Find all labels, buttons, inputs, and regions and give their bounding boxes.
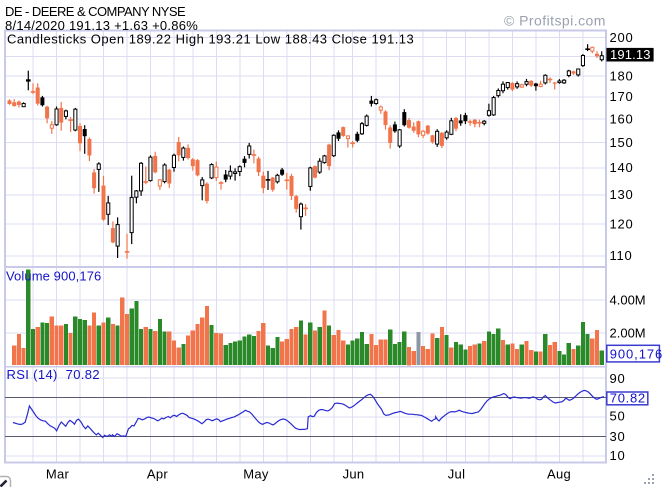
svg-text:Volume 900,176: Volume 900,176 <box>6 269 101 284</box>
svg-text:Mar: Mar <box>46 467 70 482</box>
svg-text:900,176: 900,176 <box>610 346 663 361</box>
svg-text:70.82: 70.82 <box>610 391 646 406</box>
svg-text:10: 10 <box>610 448 626 463</box>
svg-text:120: 120 <box>610 216 634 231</box>
svg-text:130: 130 <box>610 187 634 202</box>
svg-text:Candlesticks Open 189.22 High: Candlesticks Open 189.22 High 193.21 Low… <box>7 32 414 47</box>
svg-text:50: 50 <box>610 409 626 424</box>
svg-text:180: 180 <box>610 68 634 83</box>
svg-text:90: 90 <box>610 371 626 386</box>
svg-text:Apr: Apr <box>147 467 169 482</box>
svg-text:4.00M: 4.00M <box>610 292 646 307</box>
svg-text:30: 30 <box>610 429 626 444</box>
svg-text:2.00M: 2.00M <box>610 325 646 340</box>
svg-text:200: 200 <box>610 30 634 45</box>
svg-text:Jul: Jul <box>448 467 466 482</box>
svg-text:8/14/2020 191.13 +1.63 +0.86%: 8/14/2020 191.13 +1.63 +0.86% <box>5 18 198 33</box>
svg-text:140: 140 <box>610 160 634 175</box>
svg-text:170: 170 <box>610 89 634 104</box>
svg-text:Aug: Aug <box>547 467 571 482</box>
svg-text:150: 150 <box>610 135 634 150</box>
svg-text:Jun: Jun <box>343 467 365 482</box>
svg-text:191.13: 191.13 <box>610 47 651 62</box>
svg-text:© Profitspi.com: © Profitspi.com <box>504 13 606 29</box>
svg-text:May: May <box>243 467 269 482</box>
svg-text:DE - DEERE & COMPANY NYSE: DE - DEERE & COMPANY NYSE <box>5 4 186 19</box>
svg-text:160: 160 <box>610 111 634 126</box>
svg-text:110: 110 <box>610 248 633 263</box>
svg-text:RSI (14) 70.82: RSI (14) 70.82 <box>7 367 100 382</box>
